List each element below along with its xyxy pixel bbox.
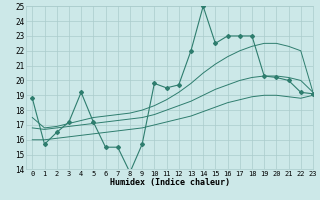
X-axis label: Humidex (Indice chaleur): Humidex (Indice chaleur): [109, 178, 229, 187]
